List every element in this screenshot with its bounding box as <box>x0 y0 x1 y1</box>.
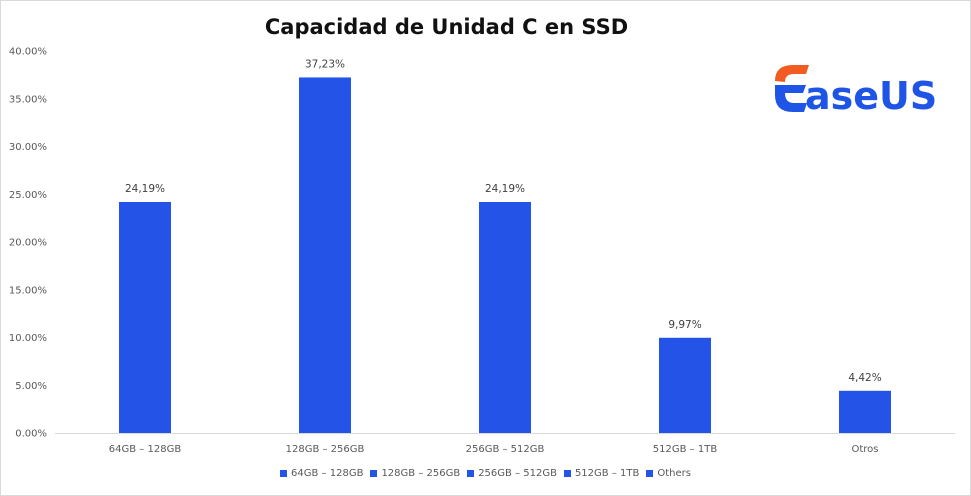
y-tick-label: 0.00% <box>15 429 47 440</box>
data-labels-group: 24,19% 37,23% 24,19% 9,97% 4,42% <box>125 58 882 383</box>
chart-title: Capacidad de Unidad C en SSD <box>264 15 629 39</box>
y-tick-label: 20.00% <box>9 238 47 249</box>
y-tick-label: 30.00% <box>9 142 47 153</box>
y-tick-label: 5.00% <box>15 381 47 392</box>
bars-group <box>119 77 891 434</box>
bar <box>839 390 891 433</box>
easeus-logo: aseUS <box>775 65 937 117</box>
legend-swatch <box>280 470 288 477</box>
legend-label: 256GB – 512GB <box>478 468 557 479</box>
legend-swatch <box>646 470 654 477</box>
data-label: 9,97% <box>668 319 701 331</box>
legend-item: 128GB – 256GB <box>370 468 460 479</box>
category-label: 256GB – 512GB <box>466 444 545 455</box>
bar <box>119 201 171 433</box>
legend-label: 64GB – 128GB <box>291 468 364 479</box>
bar <box>299 77 351 434</box>
data-label: 37,23% <box>305 58 345 70</box>
y-tick-label: 40.00% <box>9 47 47 58</box>
bar <box>659 337 711 433</box>
category-label: 512GB – 1TB <box>653 444 718 455</box>
category-label: Otros <box>851 444 878 455</box>
legend-item: 256GB – 512GB <box>467 468 557 479</box>
y-tick-label: 15.00% <box>9 285 47 296</box>
y-tick-label: 10.00% <box>9 333 47 344</box>
data-label: 24,19% <box>485 183 525 195</box>
legend-swatch <box>563 470 571 477</box>
legend: 64GB – 128GB 128GB – 256GB 256GB – 512GB 51… <box>0 468 971 479</box>
data-label: 4,42% <box>848 372 881 384</box>
legend-swatch <box>370 470 378 477</box>
category-label: 128GB – 256GB <box>286 444 365 455</box>
category-label: 64GB – 128GB <box>109 444 182 455</box>
bar <box>479 201 531 433</box>
y-tick-label: 25.00% <box>9 190 47 201</box>
legend-label: 128GB – 256GB <box>381 468 461 479</box>
legend-item: Others <box>646 468 691 479</box>
legend-label: 512GB – 1TB <box>574 468 640 479</box>
data-label: 24,19% <box>125 183 165 195</box>
svg-text:aseUS: aseUS <box>805 74 937 117</box>
legend-item: 64GB – 128GB <box>280 468 363 479</box>
legend-label: Others <box>657 468 691 479</box>
y-tick-label: 35.00% <box>9 94 47 105</box>
legend-swatch <box>467 470 475 477</box>
category-labels: 64GB – 128GB 128GB – 256GB 256GB – 512GB 51… <box>109 444 879 455</box>
y-axis: 0.00% 5.00% 10.00% 15.00% 20.00% 25.00% 30.00%… <box>9 47 47 440</box>
legend-item: 512GB – 1TB <box>563 468 640 479</box>
